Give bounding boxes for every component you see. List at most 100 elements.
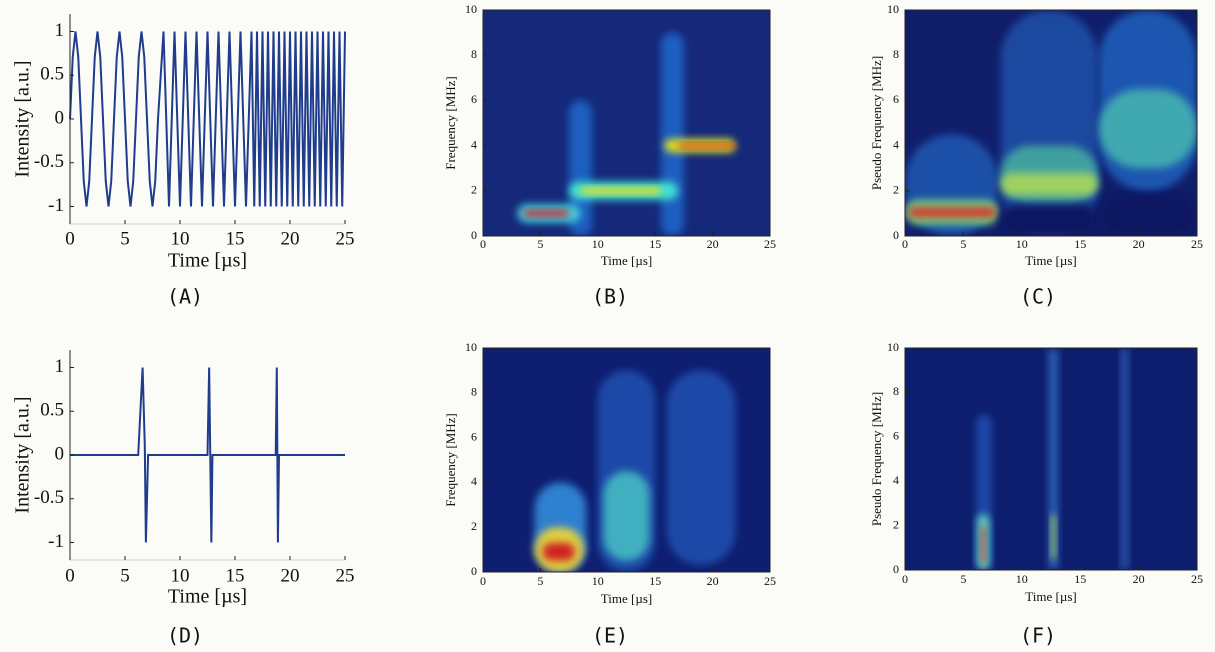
- x-tick-label: 5: [120, 565, 130, 586]
- energy-region: [1000, 172, 1098, 196]
- x-tick-label: 10: [592, 574, 604, 588]
- y-tick-label: 8: [893, 47, 899, 61]
- plot-frame: [904, 347, 1198, 571]
- plot-area: [905, 348, 1197, 570]
- plot-area: [483, 348, 770, 572]
- y-tick-label: 0: [471, 228, 477, 242]
- y-tick-label: 8: [471, 385, 477, 399]
- y-tick-label: 0: [893, 562, 899, 576]
- y-tick-label: 1: [55, 20, 65, 41]
- y-axis-label: Frequency [MHz]: [443, 76, 458, 170]
- x-tick-label: 0: [65, 565, 75, 586]
- energy-region: [1051, 514, 1056, 559]
- x-tick-label: 10: [1016, 572, 1028, 586]
- y-tick-label: 4: [471, 474, 477, 488]
- y-tick-label: 0: [893, 228, 899, 242]
- x-tick-label: 5: [120, 228, 130, 249]
- panel: 0 5 10 15 20 25 0 2 4 6 8 10 Time [µs] Frequency [MHz…: [443, 340, 776, 648]
- x-tick-label: 0: [902, 572, 908, 586]
- x-tick-label: 5: [537, 574, 543, 588]
- y-tick-label: 10: [887, 2, 899, 16]
- x-tick-label: 0: [65, 228, 75, 249]
- energy-region: [523, 210, 570, 217]
- x-tick-label: 15: [649, 237, 661, 251]
- energy-region: [666, 370, 736, 566]
- energy-region: [542, 542, 575, 561]
- y-tick-label: 2: [893, 517, 899, 531]
- x-tick-label: 20: [1133, 572, 1145, 586]
- x-tick-label: 20: [707, 237, 719, 251]
- panel: 0 5 10 15 20 25 -1 -0.5 0 0.5 1 Time [µs] Intensity …: [12, 14, 355, 309]
- panel: 0 5 10 15 20 25 -1 -0.5 0 0.5 1 Time [µs] Intensity …: [12, 350, 355, 648]
- x-axis-label: Time [µs]: [168, 586, 247, 608]
- x-tick-label: 25: [1191, 237, 1203, 251]
- x-axis-label: Time [µs]: [1025, 589, 1076, 604]
- x-axis-label: Time [µs]: [1025, 253, 1076, 268]
- panel: 0 5 10 15 20 25 0 2 4 6 8 10 Time [µs] Frequency [MHz…: [443, 2, 776, 309]
- x-tick-label: 20: [281, 565, 300, 586]
- y-axis-label: Intensity [a.u.]: [12, 60, 34, 177]
- y-tick-label: 4: [893, 137, 899, 151]
- y-tick-label: 2: [471, 183, 477, 197]
- energy-region: [908, 206, 997, 218]
- energy-region: [678, 143, 736, 148]
- x-axis-label: Time [µs]: [168, 250, 247, 272]
- y-tick-label: 4: [471, 137, 477, 151]
- y-tick-label: 0: [471, 564, 477, 578]
- y-tick-label: 4: [893, 473, 899, 487]
- x-tick-label: 15: [226, 228, 245, 249]
- panel-label: (A): [167, 285, 203, 309]
- energy-region: [580, 187, 661, 195]
- y-tick-label: -1: [48, 531, 64, 552]
- plot-frame: [904, 9, 1198, 237]
- panel: 0 5 10 15 20 25 0 2 4 6 8 10 Time [µs] Pseudo Frequen…: [869, 2, 1203, 309]
- y-tick-label: 6: [893, 92, 899, 106]
- x-tick-label: 20: [707, 574, 719, 588]
- x-tick-label: 25: [1191, 572, 1203, 586]
- y-tick-label: 6: [471, 92, 477, 106]
- energy-region: [1121, 348, 1129, 570]
- y-tick-label: 0.5: [40, 400, 64, 421]
- y-tick-label: 10: [465, 340, 477, 354]
- y-tick-label: 6: [471, 429, 477, 443]
- y-axis-label: Frequency [MHz]: [443, 413, 458, 507]
- y-axis-label: Pseudo Frequency [MHz]: [869, 56, 884, 190]
- y-tick-label: -0.5: [34, 151, 64, 172]
- signal-line: [69, 31, 346, 207]
- x-axis-label: Time [µs]: [601, 253, 652, 268]
- energy-region: [1000, 204, 1098, 236]
- x-axis-label: Time [µs]: [601, 591, 652, 606]
- y-tick-label: -0.5: [34, 487, 64, 508]
- y-tick-label: 1: [55, 356, 65, 377]
- plot-background: [483, 10, 770, 236]
- x-tick-label: 25: [336, 565, 355, 586]
- energy-region: [569, 100, 593, 236]
- x-tick-label: 15: [649, 574, 661, 588]
- x-tick-label: 15: [1074, 572, 1086, 586]
- energy-region: [603, 471, 650, 561]
- y-tick-label: 10: [465, 2, 477, 16]
- panel-label: (E): [592, 624, 628, 648]
- x-tick-label: 25: [764, 237, 776, 251]
- y-tick-label: 8: [893, 384, 899, 398]
- energy-region: [1098, 195, 1197, 236]
- y-tick-label: 2: [893, 183, 899, 197]
- x-tick-label: 10: [1016, 237, 1028, 251]
- x-tick-label: 0: [480, 574, 486, 588]
- x-tick-label: 0: [480, 237, 486, 251]
- y-tick-label: 0: [55, 107, 65, 128]
- x-tick-label: 15: [226, 565, 245, 586]
- x-tick-label: 10: [171, 228, 190, 249]
- energy-region: [1098, 89, 1197, 169]
- x-tick-label: 15: [1074, 237, 1086, 251]
- energy-region: [660, 32, 684, 236]
- energy-region: [980, 525, 986, 564]
- y-axis-label: Pseudo Frequency [MHz]: [869, 392, 884, 526]
- x-tick-label: 20: [281, 228, 300, 249]
- x-tick-label: 10: [171, 565, 190, 586]
- y-tick-label: 8: [471, 47, 477, 61]
- x-tick-label: 0: [902, 237, 908, 251]
- y-tick-label: 0.5: [40, 64, 64, 85]
- x-tick-label: 25: [764, 574, 776, 588]
